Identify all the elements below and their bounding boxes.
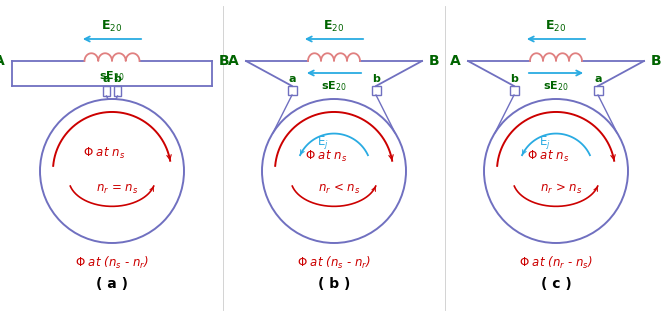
Text: b: b: [114, 74, 122, 84]
Text: ( b ): ( b ): [318, 277, 350, 291]
Text: A: A: [450, 54, 461, 68]
Text: sE$_{20}$: sE$_{20}$: [99, 69, 125, 83]
Bar: [593, 86, 603, 95]
Text: n$_r$ < n$_s$: n$_r$ < n$_s$: [318, 182, 360, 196]
Text: n$_r$ > n$_s$: n$_r$ > n$_s$: [540, 182, 582, 196]
Text: a: a: [289, 74, 296, 84]
Text: b: b: [510, 74, 518, 84]
Text: a: a: [595, 74, 602, 84]
Bar: [371, 86, 381, 95]
Bar: [114, 86, 121, 96]
Text: E$_{20}$: E$_{20}$: [102, 19, 123, 34]
Text: $\Phi$ at n$_s$: $\Phi$ at n$_s$: [83, 145, 125, 161]
Text: E$_{20}$: E$_{20}$: [545, 19, 566, 34]
Text: ( c ): ( c ): [540, 277, 571, 291]
Text: E$_{20}$: E$_{20}$: [323, 19, 345, 34]
Text: ( a ): ( a ): [96, 277, 128, 291]
Text: $\Phi$ at (n$_s$ - n$_r$): $\Phi$ at (n$_s$ - n$_r$): [75, 255, 149, 271]
Bar: [103, 86, 110, 96]
Text: B: B: [429, 54, 440, 68]
Text: $\Phi$ at n$_s$: $\Phi$ at n$_s$: [527, 149, 569, 164]
Bar: [510, 86, 518, 95]
Text: sE$_{20}$: sE$_{20}$: [543, 79, 569, 93]
Text: B: B: [219, 54, 230, 68]
Text: n$_r$ = n$_s$: n$_r$ = n$_s$: [96, 182, 138, 196]
Text: sE$_{20}$: sE$_{20}$: [321, 79, 347, 93]
Text: a: a: [103, 74, 110, 84]
Text: b: b: [372, 74, 380, 84]
Text: A: A: [0, 54, 5, 68]
Text: $\Phi$ at n$_s$: $\Phi$ at n$_s$: [305, 149, 347, 164]
Text: E$_j$: E$_j$: [539, 134, 550, 151]
Text: E$_j$: E$_j$: [317, 134, 329, 151]
Text: A: A: [228, 54, 239, 68]
Text: B: B: [651, 54, 661, 68]
Text: $\Phi$ at (n$_r$ - n$_s$): $\Phi$ at (n$_r$ - n$_s$): [519, 255, 593, 271]
Text: $\Phi$ at (n$_s$ - n$_r$): $\Phi$ at (n$_s$ - n$_r$): [297, 255, 371, 271]
Bar: [287, 86, 297, 95]
